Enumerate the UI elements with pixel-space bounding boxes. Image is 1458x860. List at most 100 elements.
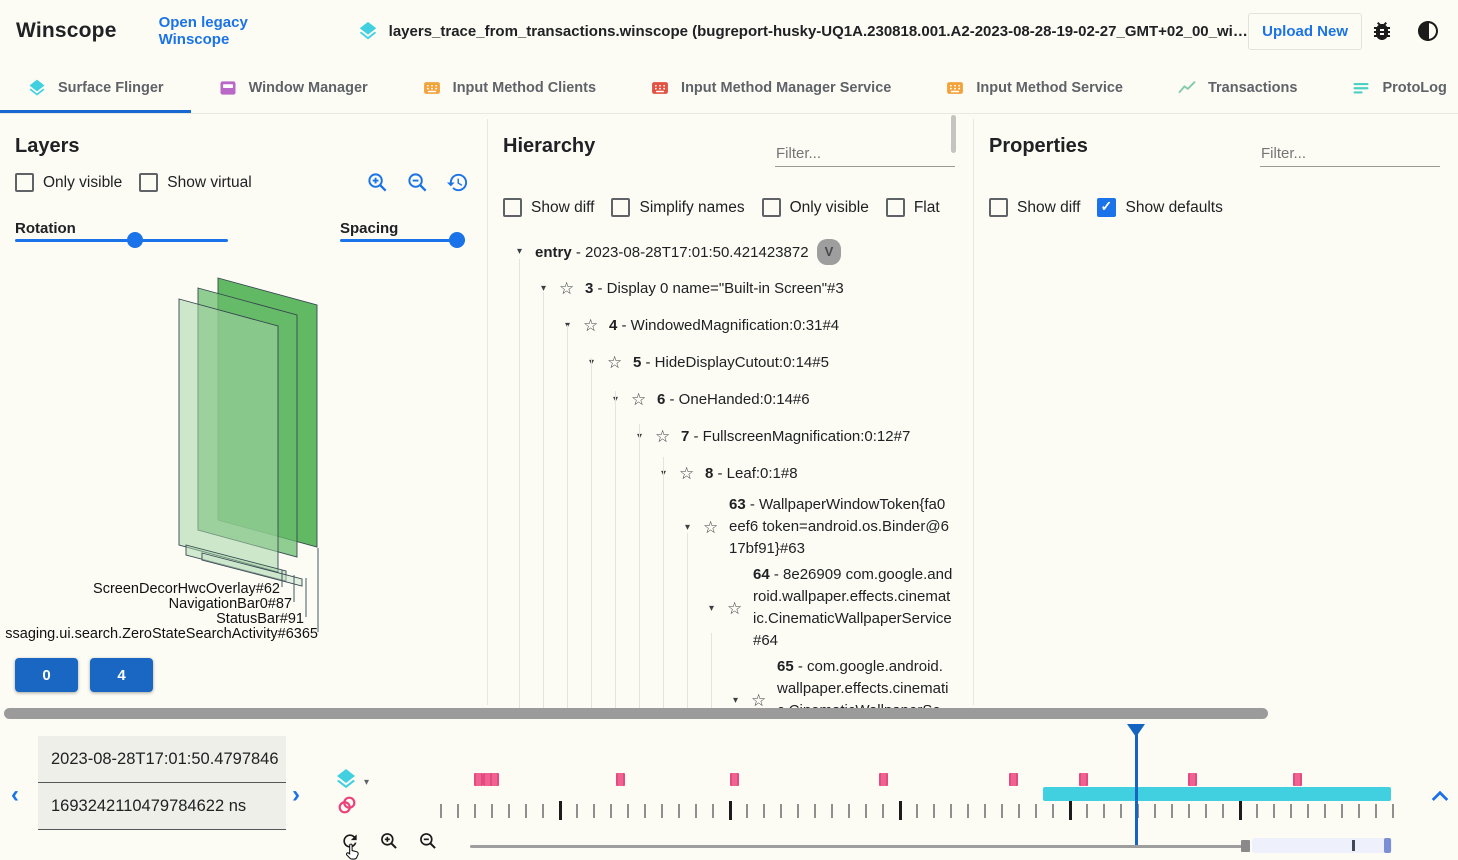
checkbox-box[interactable] — [1097, 198, 1117, 217]
rotation-slider-track[interactable] — [15, 239, 228, 242]
transition-event-mark[interactable] — [1009, 773, 1018, 786]
transition-event-mark[interactable] — [490, 773, 499, 786]
surface-flinger-trace-icon[interactable] — [334, 767, 358, 791]
display-4-button[interactable]: 4 — [90, 658, 153, 692]
timeline-scrollbar-handle[interactable] — [1241, 840, 1250, 852]
checkbox-box[interactable] — [503, 198, 522, 217]
checkbox-box[interactable] — [989, 198, 1008, 217]
transitions-trace-icon[interactable] — [336, 794, 358, 816]
layers-only-visible-checkbox[interactable]: Only visible — [15, 173, 122, 192]
display-0-button[interactable]: 0 — [15, 658, 78, 692]
tree-node-63[interactable]: ▾ ☆ 63 - WallpaperWindowToken{fa0eef6 toke… — [487, 492, 957, 562]
timeline-zoom-range-track[interactable] — [1252, 838, 1392, 853]
zoom-in-icon[interactable] — [379, 831, 399, 851]
transition-event-mark[interactable] — [1293, 773, 1302, 786]
expand-arrow-icon[interactable]: ▾ — [516, 246, 523, 257]
tab-transactions[interactable]: Transactions — [1150, 62, 1324, 113]
spacing-slider-thumb[interactable] — [449, 232, 465, 248]
checkbox-box[interactable] — [15, 173, 34, 192]
human-timestamp-input[interactable]: 2023-08-28T17:01:50.4797846 — [38, 736, 286, 783]
checkbox-box[interactable] — [761, 198, 781, 217]
panel-resize-scrollbar[interactable] — [4, 708, 1268, 719]
star-icon[interactable]: ☆ — [727, 598, 743, 618]
zoom-in-icon[interactable] — [366, 171, 389, 194]
ruler-tick — [1256, 804, 1258, 818]
rotation-slider[interactable] — [15, 230, 228, 250]
tab-surface-flinger[interactable]: Surface Flinger — [0, 62, 191, 113]
expand-arrow-icon[interactable]: ▾ — [540, 283, 547, 294]
tree-node-label: 4 - WindowedMagnification:0:31#4 — [609, 316, 840, 334]
hierarchy-simplify-names-checkbox[interactable]: Simplify names — [611, 198, 745, 217]
transition-event-mark[interactable] — [616, 773, 625, 786]
tree-node-5[interactable]: ▾☆5 - HideDisplayCutout:0:14#5 — [487, 344, 957, 381]
expand-arrow-icon[interactable]: ▾ — [684, 521, 691, 533]
next-entry-button[interactable]: › — [292, 781, 300, 808]
tree-node-3[interactable]: ▾ ☆ 3 - Display 0 name="Built-in Screen"#3 — [487, 270, 957, 307]
dark-mode-icon[interactable] — [1416, 19, 1440, 43]
tree-node-4[interactable]: ▾☆4 - WindowedMagnification:0:31#4 — [487, 307, 957, 344]
spacing-slider[interactable] — [340, 230, 465, 250]
expand-arrow-icon[interactable]: ▾ — [732, 694, 739, 706]
transition-event-mark[interactable] — [474, 773, 483, 786]
open-legacy-winscope-link[interactable]: Open legacy Winscope — [158, 14, 248, 48]
timeline-scrollbar-track[interactable] — [470, 845, 1242, 848]
hierarchy-filter-input[interactable] — [775, 141, 955, 167]
transition-event-mark[interactable] — [1079, 773, 1088, 786]
checkbox-box[interactable] — [611, 198, 631, 217]
tab-input-method-manager-service[interactable]: Input Method Manager Service — [623, 62, 918, 113]
tree-node-entry[interactable]: ▾ entry - 2023-08-28T17:01:50.421423872 V — [487, 233, 957, 270]
star-icon[interactable]: ☆ — [583, 316, 599, 335]
hierarchy-flat-checkbox[interactable]: Flat — [885, 198, 940, 217]
zoom-out-icon[interactable] — [406, 171, 429, 194]
star-icon[interactable]: ☆ — [703, 517, 719, 537]
ns-timestamp-input[interactable]: 1693242110479784622 ns — [38, 783, 286, 830]
tree-node-65[interactable]: ▾ ☆ 65 - com.google.android.wallpaper.effe… — [487, 654, 957, 709]
tree-indent-guide — [711, 633, 712, 709]
checkbox-box[interactable] — [139, 173, 159, 192]
expand-timeline-button[interactable] — [1433, 789, 1446, 802]
tree-node-64[interactable]: ▾ ☆ 64 - 8e26909 com.google.android.wallpa… — [487, 562, 957, 654]
ruler-tick — [1392, 804, 1394, 818]
star-icon[interactable]: ☆ — [679, 464, 695, 483]
tree-node-7[interactable]: ▾☆7 - FullscreenMagnification:0:12#7 — [487, 418, 957, 455]
timeline-cursor-line[interactable] — [1135, 724, 1138, 845]
tree-node-6[interactable]: ▾☆6 - OneHanded:0:14#6 — [487, 381, 957, 418]
transition-event-mark[interactable] — [1188, 773, 1197, 786]
tab-window-manager[interactable]: Window Manager — [191, 62, 395, 113]
upload-new-button[interactable]: Upload New — [1248, 12, 1362, 50]
tab-input-method-clients[interactable]: Input Method Clients — [395, 62, 623, 113]
layers-show-virtual-checkbox[interactable]: Show virtual — [139, 173, 252, 192]
tab-input-method-service[interactable]: Input Method Service — [918, 62, 1150, 113]
star-icon[interactable]: ☆ — [607, 353, 623, 372]
previous-entry-button[interactable]: ‹ — [11, 781, 19, 808]
ruler-tick — [1137, 804, 1139, 818]
hierarchy-show-diff-checkbox[interactable]: Show diff — [503, 198, 594, 217]
checkbox-box[interactable] — [885, 198, 905, 217]
star-icon[interactable]: ☆ — [751, 690, 767, 709]
zoom-out-icon[interactable] — [418, 831, 438, 851]
layers-view-options: Only visible Show virtual — [15, 173, 252, 192]
tab-protolog[interactable]: ProtoLog — [1324, 62, 1458, 113]
star-icon[interactable]: ☆ — [631, 390, 647, 409]
transition-event-mark[interactable] — [879, 773, 888, 786]
star-icon[interactable]: ☆ — [655, 427, 671, 446]
properties-show-diff-checkbox[interactable]: Show diff — [989, 198, 1080, 217]
reset-zoom-icon[interactable] — [340, 831, 360, 851]
surface-flinger-trace-bar[interactable] — [1043, 787, 1391, 801]
properties-show-defaults-checkbox[interactable]: Show defaults — [1097, 198, 1223, 217]
properties-filter-input[interactable] — [1260, 141, 1440, 167]
timeline-zoom-range-thumb[interactable] — [1384, 838, 1391, 853]
tree-node-8[interactable]: ▾☆8 - Leaf:0:1#8 — [487, 455, 957, 492]
ruler-tick — [848, 804, 850, 818]
bug-report-icon[interactable] — [1370, 19, 1394, 43]
transition-event-mark[interactable] — [730, 773, 739, 786]
chevron-down-icon[interactable]: ▾ — [364, 777, 370, 788]
star-icon[interactable]: ☆ — [559, 279, 575, 298]
hierarchy-only-visible-checkbox[interactable]: Only visible — [761, 198, 869, 217]
rotation-slider-thumb[interactable] — [127, 232, 143, 248]
spacing-slider-track[interactable] — [340, 239, 465, 242]
hierarchy-scrollbar[interactable] — [951, 115, 956, 153]
expand-arrow-icon[interactable]: ▾ — [708, 602, 715, 614]
reset-view-icon[interactable] — [446, 171, 469, 194]
layers-3d-view[interactable] — [0, 250, 487, 640]
